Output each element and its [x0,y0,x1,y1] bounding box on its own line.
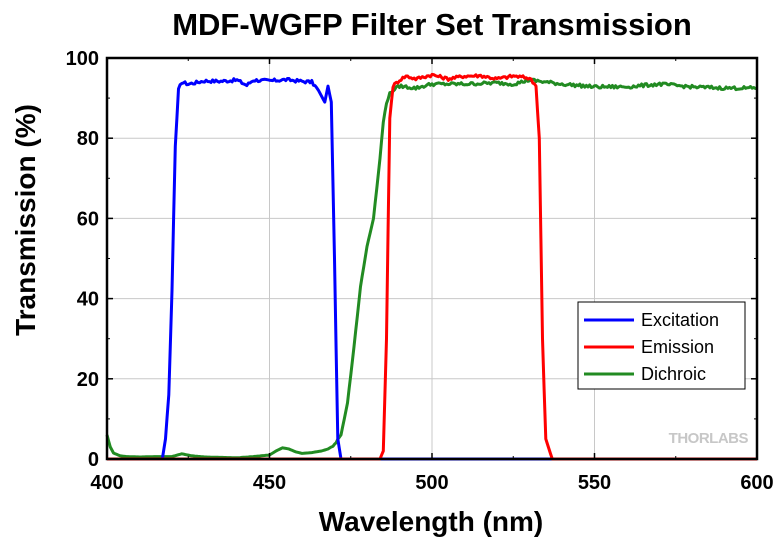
x-axis-label: Wavelength (nm) [319,506,544,537]
x-tick-label: 450 [253,472,286,494]
chart-title: MDF-WGFP Filter Set Transmission [172,7,692,42]
x-tick-label: 600 [740,472,773,494]
legend-label-dichroic: Dichroic [641,364,706,384]
legend-label-excitation: Excitation [641,310,719,330]
x-tick-label: 500 [415,472,448,494]
y-tick-label: 40 [77,289,99,311]
x-tick-label: 550 [578,472,611,494]
y-axis-label: Transmission (%) [10,104,41,336]
y-tick-label: 20 [77,369,99,391]
y-tick-label: 60 [77,208,99,230]
y-tick-label: 0 [88,449,99,471]
series-line-dichroic [105,77,758,460]
thorlabs-watermark: THORLABS [669,430,749,447]
legend: Excitation Emission Dichroic [577,301,746,390]
legend-label-emission: Emission [641,337,714,357]
y-axis-ticks: 0 20 40 60 80 100 [66,48,757,471]
grid [106,57,758,460]
y-tick-label: 80 [77,128,99,150]
x-axis-ticks: 400 450 500 550 600 [90,58,774,494]
x-tick-label: 400 [90,472,123,494]
y-tick-label: 100 [66,48,99,70]
